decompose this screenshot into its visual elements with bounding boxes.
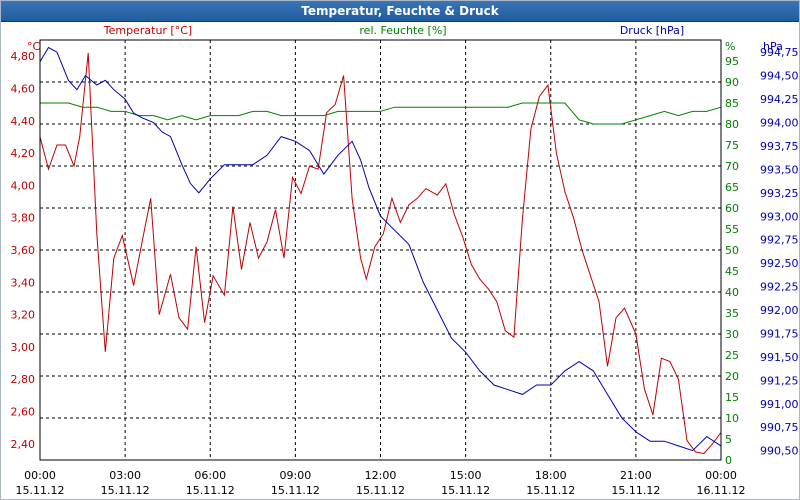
pressure-tick: 992,75 xyxy=(760,234,799,247)
humidity-tick: 60 xyxy=(725,202,739,215)
humidity-tick: 5 xyxy=(725,433,732,446)
temperature-tick: 2,40 xyxy=(11,438,36,451)
x-tick-time: 00:00 xyxy=(24,469,56,482)
pressure-tick: 992,50 xyxy=(760,257,799,270)
pressure-tick: 994,00 xyxy=(760,117,799,130)
humidity-tick: 75 xyxy=(725,139,739,152)
pressure-tick: 993,50 xyxy=(760,163,799,176)
x-tick-date: 15.11.12 xyxy=(271,484,320,497)
pressure-tick: 993,75 xyxy=(760,140,799,153)
humidity-tick: 35 xyxy=(725,307,739,320)
pressure-tick: 991,75 xyxy=(760,327,799,340)
temperature-tick: 4,00 xyxy=(11,179,36,192)
pressure-tick: 991,00 xyxy=(760,398,799,411)
humidity-tick: 95 xyxy=(725,55,739,68)
title-bar: Temperatur, Feuchte & Druck xyxy=(1,1,799,22)
x-tick-time: 12:00 xyxy=(365,469,397,482)
temperature-tick: 4,60 xyxy=(11,82,36,95)
temperature-tick: 2,60 xyxy=(11,406,36,419)
pressure-tick: 994,50 xyxy=(760,70,799,83)
plot-area xyxy=(39,39,722,461)
series-line-pressure xyxy=(39,46,722,452)
temperature-tick: 3,00 xyxy=(11,341,36,354)
x-tick-time: 18:00 xyxy=(535,469,567,482)
x-tick-date: 15.11.12 xyxy=(526,484,575,497)
x-tick-date: 15.11.12 xyxy=(16,484,65,497)
x-tick-time: 15:00 xyxy=(450,469,482,482)
humidity-tick: 45 xyxy=(725,265,739,278)
temperature-tick: 3,60 xyxy=(11,244,36,257)
humidity-tick: 0 xyxy=(725,454,732,467)
x-tick-date: 15.11.12 xyxy=(441,484,490,497)
x-tick-time: 09:00 xyxy=(280,469,312,482)
series-line-humidity xyxy=(40,102,722,125)
pressure-unit-label: hPa xyxy=(763,40,783,53)
humidity-tick: 20 xyxy=(725,370,739,383)
humidity-tick: 85 xyxy=(725,97,739,110)
pressure-tick: 992,00 xyxy=(760,304,799,317)
chart-title: Temperatur, Feuchte & Druck xyxy=(301,4,499,18)
pressure-tick: 990,75 xyxy=(760,421,799,434)
humidity-tick: 65 xyxy=(725,181,739,194)
temperature-unit-label: °C xyxy=(27,40,41,53)
humidity-tick: 30 xyxy=(725,328,739,341)
x-tick-time: 06:00 xyxy=(194,469,226,482)
humidity-tick: 25 xyxy=(725,349,739,362)
humidity-tick: 40 xyxy=(725,286,739,299)
temperature-tick: 4,20 xyxy=(11,147,36,160)
humidity-tick: 90 xyxy=(725,76,739,89)
temperature-tick: 2,80 xyxy=(11,373,36,386)
pressure-tick: 992,25 xyxy=(760,281,799,294)
x-tick-time: 21:00 xyxy=(620,469,652,482)
pressure-axis-title: Druck [hPa] xyxy=(620,24,684,37)
temperature-tick: 3,40 xyxy=(11,276,36,289)
pressure-tick: 994,25 xyxy=(760,93,799,106)
x-tick-date: 15.11.12 xyxy=(186,484,235,497)
pressure-tick: 990,50 xyxy=(760,445,799,458)
series-line-temperature xyxy=(39,52,722,455)
series-layer xyxy=(39,46,722,455)
x-tick-date: 15.11.12 xyxy=(101,484,150,497)
humidity-unit-label: % xyxy=(725,40,735,53)
pressure-tick: 993,25 xyxy=(760,187,799,200)
grid-lines xyxy=(40,40,721,460)
humidity-axis-title: rel. Feuchte [%] xyxy=(359,24,446,37)
humidity-tick: 70 xyxy=(725,160,739,173)
x-tick-date: 16.11.12 xyxy=(697,484,746,497)
temperature-tick: 3,20 xyxy=(11,309,36,322)
humidity-tick: 15 xyxy=(725,391,739,404)
x-tick-time: 03:00 xyxy=(109,469,141,482)
pressure-tick: 994,75 xyxy=(760,46,799,59)
temperature-axis-title: Temperatur [°C] xyxy=(103,24,192,37)
pressure-tick: 991,50 xyxy=(760,351,799,364)
humidity-tick: 80 xyxy=(725,118,739,131)
pressure-tick: 993,00 xyxy=(760,210,799,223)
temperature-tick: 4,40 xyxy=(11,115,36,128)
temperature-tick: 4,80 xyxy=(11,50,36,63)
humidity-tick: 10 xyxy=(725,412,739,425)
x-tick-date: 15.11.12 xyxy=(611,484,660,497)
humidity-tick: 50 xyxy=(725,244,739,257)
temperature-tick: 3,80 xyxy=(11,212,36,225)
axis-labels: °C % hPa Temperatur [°C] rel. Feuchte [%… xyxy=(27,24,783,53)
humidity-tick: 55 xyxy=(725,223,739,236)
x-tick-time: 00:00 xyxy=(705,469,737,482)
pressure-tick: 991,25 xyxy=(760,374,799,387)
tick-labels: 00:00 15.11.12 03:00 15.11.12 06:00 15.11.12 0… xyxy=(11,46,799,497)
x-tick-date: 15.11.12 xyxy=(356,484,405,497)
